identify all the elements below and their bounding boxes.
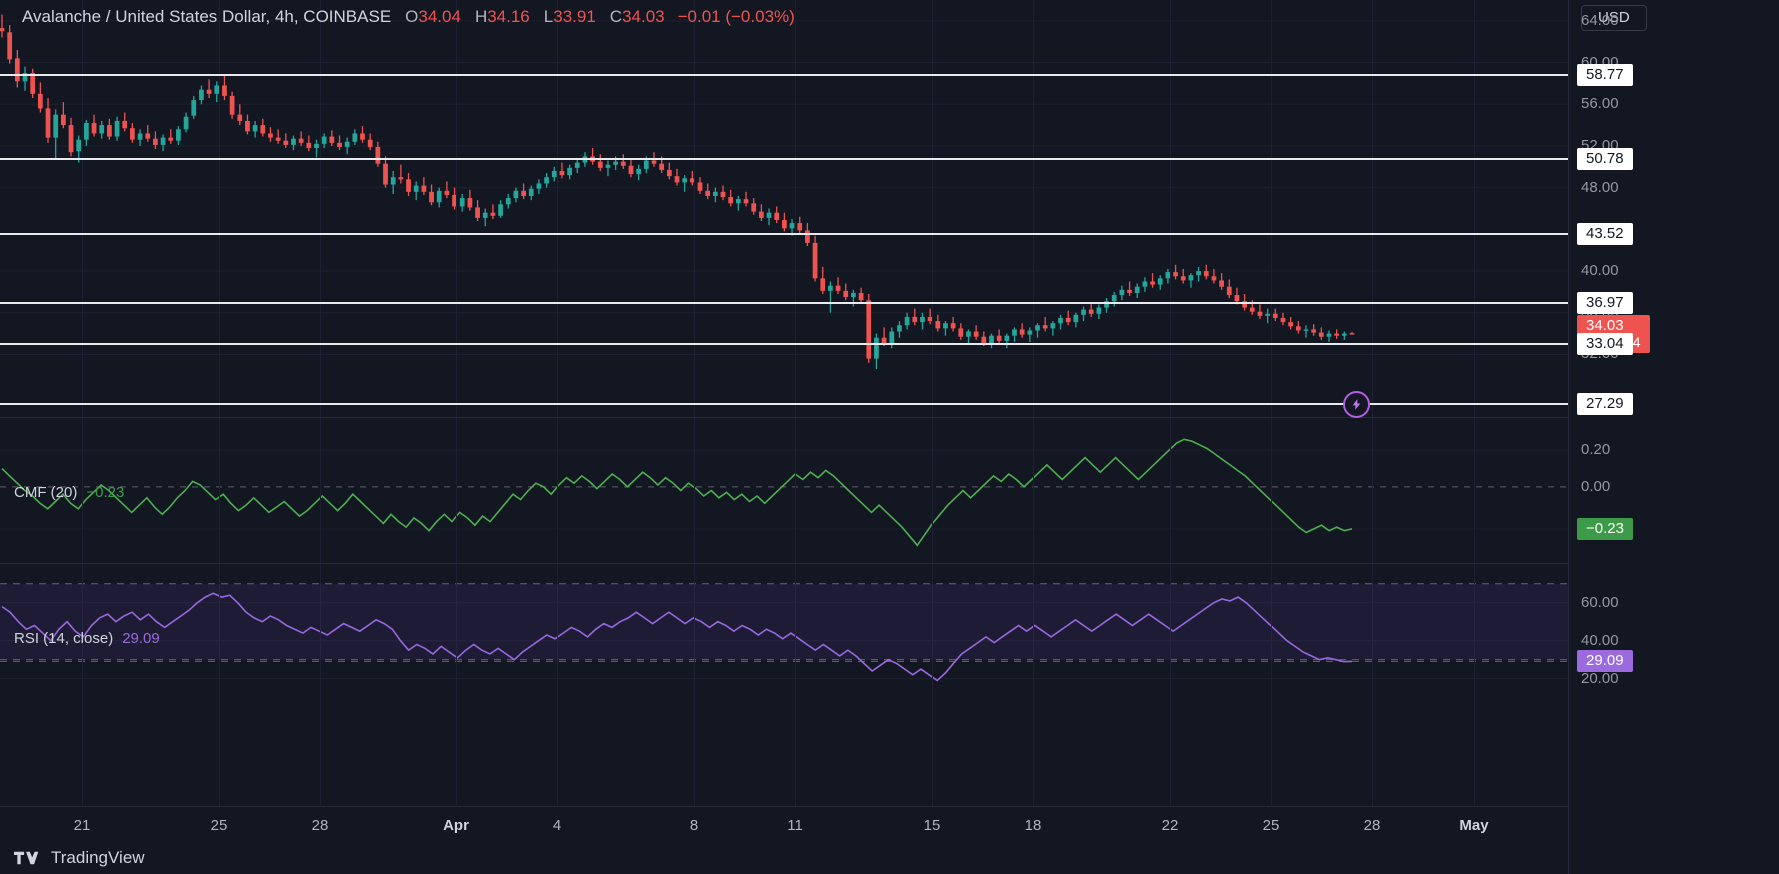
rsi-pane[interactable] <box>0 564 1568 706</box>
ohlc-open-value: 34.04 <box>418 7 461 26</box>
time-tick: 22 <box>1161 817 1179 834</box>
price-axis-tick: 0.00 <box>1581 477 1611 495</box>
support-resistance-line[interactable] <box>0 157 1568 160</box>
rsi-band <box>0 583 1568 660</box>
rsi-legend-name: RSI (14, close) <box>14 630 114 647</box>
support-resistance-line[interactable] <box>0 402 1568 405</box>
price-level-badge[interactable]: 33.04 <box>1577 332 1633 355</box>
ohlc-close: C 34.03 <box>610 7 665 27</box>
ohlc-low-label: L <box>543 7 554 26</box>
pane-separator <box>0 417 1779 418</box>
price-axis-tick: 40.00 <box>1581 631 1619 649</box>
rsi-value-badge[interactable]: 29.09 <box>1577 650 1633 673</box>
ohlc-close-label: C <box>609 7 623 26</box>
chart-plot-area[interactable]: CMF (20) −0.23 RSI (14, close) 29.09 21 25 2… <box>0 0 1568 834</box>
candlestick-series <box>0 14 1568 370</box>
time-tick: 8 <box>689 817 699 834</box>
time-tick: 28 <box>311 817 329 834</box>
time-tick: 15 <box>923 817 941 834</box>
time-tick: 21 <box>73 817 91 834</box>
rsi-legend-value: 29.09 <box>122 630 160 647</box>
time-axis[interactable]: 21 25 28 Apr 4 8 11 15 18 22 25 28 May <box>0 806 1568 842</box>
price-axis-tick: 64.00 <box>1581 11 1619 29</box>
cmf-series <box>0 438 1568 547</box>
tradingview-brand: TradingView <box>51 848 145 867</box>
symbol-title[interactable]: Avalanche / United States Dollar, 4h, CO… <box>22 7 392 26</box>
ohlc-open-label: O <box>405 7 419 26</box>
time-tick: May <box>1459 817 1489 834</box>
price-axis-tick: 40.00 <box>1581 262 1619 280</box>
ohlc-high-value: 34.16 <box>487 7 530 26</box>
support-resistance-line[interactable] <box>0 74 1568 77</box>
time-tick: 18 <box>1024 817 1042 834</box>
cmf-legend-value: −0.23 <box>86 484 125 501</box>
time-tick: 25 <box>210 817 228 834</box>
price-level-badge[interactable]: 50.78 <box>1577 147 1633 170</box>
cmf-value-badge[interactable]: −0.23 <box>1577 517 1633 540</box>
cmf-legend[interactable]: CMF (20) −0.23 <box>14 484 124 501</box>
support-resistance-line[interactable] <box>0 342 1568 345</box>
ohlc-open: O 34.04 <box>405 7 461 27</box>
ohlc-high-label: H <box>474 7 488 26</box>
price-axis-tick: 0.20 <box>1581 441 1611 459</box>
rsi-series <box>0 583 1568 682</box>
ohlc-close-value: 34.03 <box>622 7 665 26</box>
currency-chip[interactable]: USD <box>1581 5 1647 31</box>
price-axis[interactable]: USD 64.0060.0056.0052.0048.0040.0036.003… <box>1568 0 1779 874</box>
price-level-badge[interactable]: 27.29 <box>1577 392 1633 415</box>
cmf-pane[interactable] <box>0 418 1568 563</box>
time-tick: 4 <box>552 817 562 834</box>
alert-bolt-icon[interactable] <box>1343 390 1370 418</box>
price-axis-tick: 48.00 <box>1581 178 1619 196</box>
price-axis-tick: 20.00 <box>1581 669 1619 687</box>
price-level-badge[interactable]: 43.52 <box>1577 223 1633 246</box>
rsi-legend[interactable]: RSI (14, close) 29.09 <box>14 630 160 647</box>
support-resistance-line[interactable] <box>0 301 1568 304</box>
price-pane[interactable] <box>0 0 1568 417</box>
time-tick: 25 <box>1262 817 1280 834</box>
chart-header: Avalanche / United States Dollar, 4h, CO… <box>0 0 1779 34</box>
support-resistance-line[interactable] <box>0 233 1568 236</box>
time-tick: Apr <box>443 817 469 834</box>
time-tick: 28 <box>1363 817 1381 834</box>
time-tick: 11 <box>787 817 803 834</box>
price-axis-tick: 60.00 <box>1581 593 1619 611</box>
ohlc-low: L 33.91 <box>544 7 596 27</box>
price-level-badge[interactable]: 58.77 <box>1577 64 1633 87</box>
ohlc-low-value: 33.91 <box>553 7 596 26</box>
price-axis-tick: 56.00 <box>1581 95 1619 113</box>
price-level-badge[interactable]: 36.97 <box>1577 291 1633 314</box>
footer-bar: TradingView <box>0 842 1779 874</box>
ohlc-high: H 34.16 <box>475 7 530 27</box>
price-change: −0.01 (−0.03%) <box>677 7 795 26</box>
tradingview-logo[interactable]: TradingView <box>14 848 145 868</box>
cmf-legend-name: CMF (20) <box>14 484 78 501</box>
pane-separator <box>0 563 1779 564</box>
